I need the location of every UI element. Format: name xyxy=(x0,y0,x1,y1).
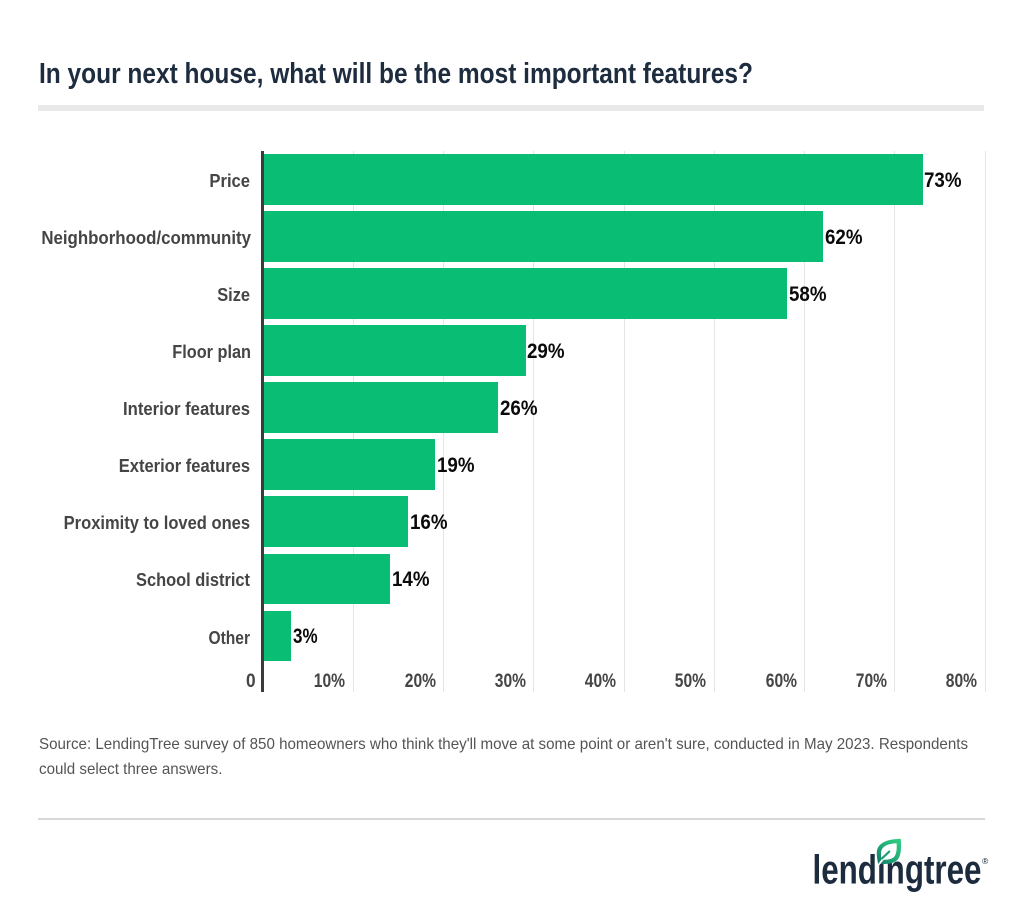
svg-text:®: ® xyxy=(982,856,989,866)
